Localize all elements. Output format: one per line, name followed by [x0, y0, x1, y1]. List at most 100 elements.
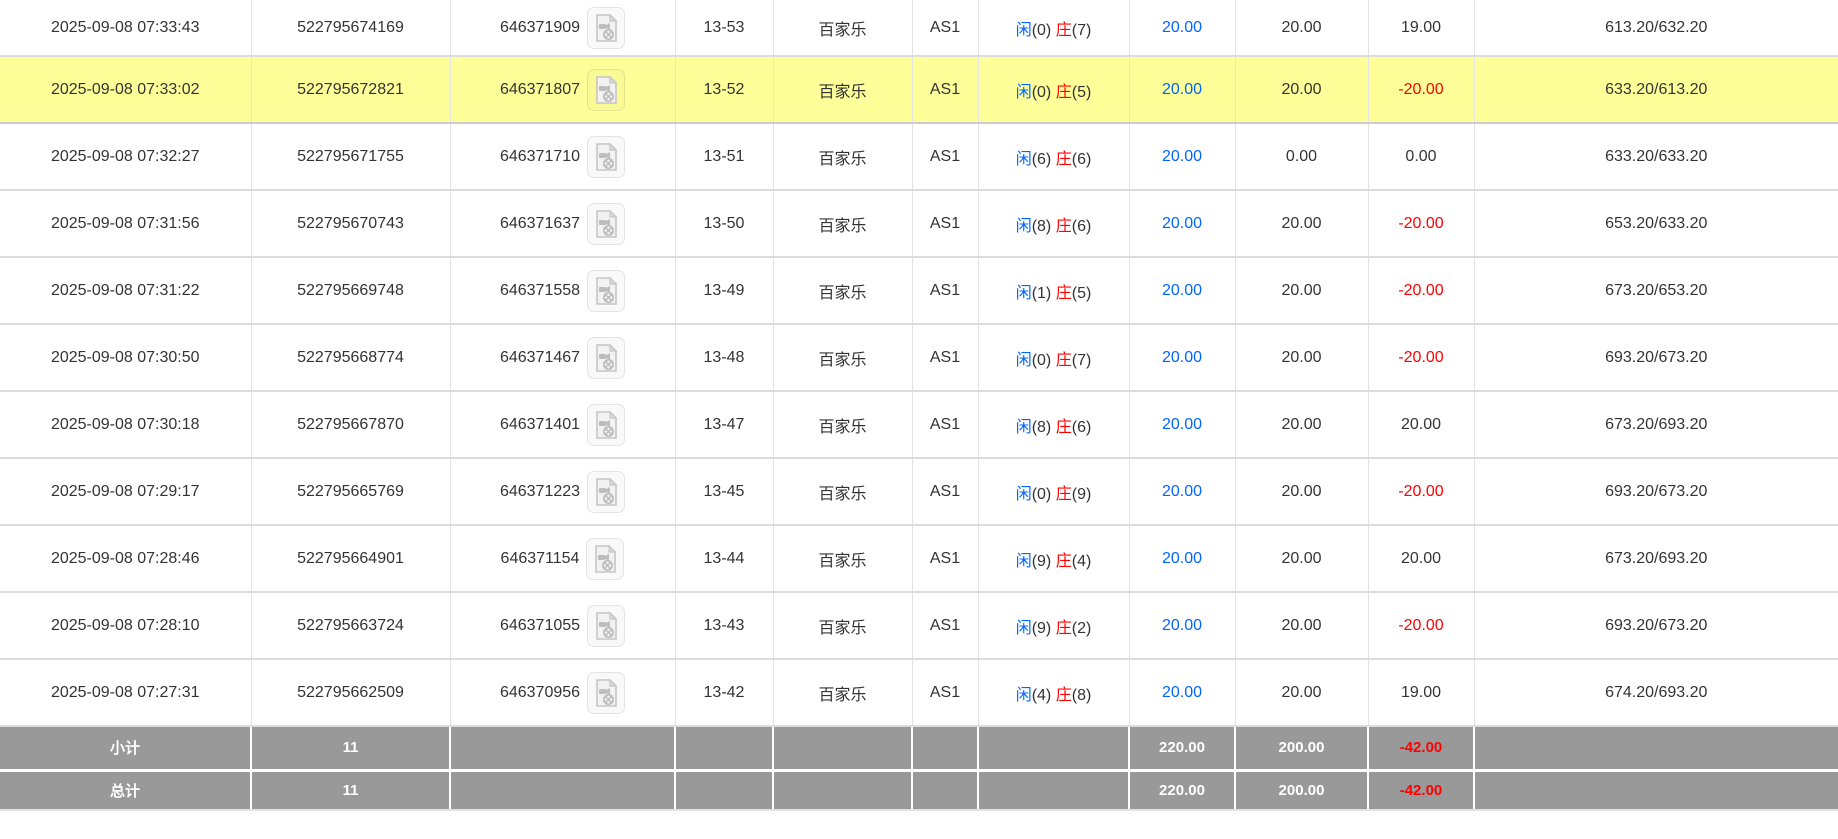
video-replay-button[interactable]: [587, 470, 626, 513]
video-replay-button[interactable]: [587, 202, 626, 245]
video-replay-button[interactable]: [587, 403, 626, 446]
summary-empty-cell: [675, 768, 774, 811]
banker-result: 庄: [1055, 21, 1072, 39]
bet-amount-cell: 20.00: [1129, 56, 1236, 124]
video-replay-button[interactable]: [587, 135, 626, 178]
game-id-cell: 646371223: [450, 458, 676, 526]
game-id-text: 646370956: [499, 683, 581, 701]
bet-records-table: 2025-09-08 07:33:43 522795674169 6463719…: [0, 0, 1838, 811]
valid-amount-cell: 20.00: [1235, 0, 1369, 57]
game-type-cell: 百家乐: [773, 324, 913, 392]
player-score: (0): [1031, 351, 1052, 369]
total-valid: 200.00: [1235, 768, 1369, 811]
bet-time-cell: 2025-09-08 07:31:22: [0, 257, 252, 325]
bet-time-cell: 2025-09-08 07:30:18: [0, 391, 252, 459]
summary-empty-cell: [978, 726, 1130, 770]
game-id-text: 646371909: [499, 18, 581, 36]
win-loss-cell: -20.00: [1368, 592, 1475, 660]
win-loss-cell: -20.00: [1368, 458, 1475, 526]
summary-empty-cell: [675, 726, 774, 770]
video-file-icon: [592, 544, 618, 574]
game-id-text: 646371637: [499, 214, 581, 232]
balance-cell: 673.20/693.20: [1474, 525, 1838, 593]
player-score: (9): [1031, 619, 1052, 637]
game-id-cell: 646371807: [450, 56, 676, 124]
video-replay-button[interactable]: [586, 537, 625, 580]
win-loss-cell: -20.00: [1368, 190, 1475, 258]
banker-score: (6): [1071, 418, 1092, 436]
round-cell: 13-52: [675, 56, 774, 124]
player-score: (8): [1031, 217, 1052, 235]
result-cell: 闲(0) 庄(5): [978, 56, 1130, 124]
game-id-cell: 646371710: [450, 123, 676, 191]
records-body: 2025-09-08 07:33:43 522795674169 6463719…: [0, 0, 1838, 727]
win-loss-cell: 20.00: [1368, 391, 1475, 459]
video-file-icon: [593, 13, 619, 43]
table-name-cell: AS1: [912, 0, 979, 57]
win-loss-cell: 19.00: [1368, 0, 1475, 57]
video-replay-button[interactable]: [587, 269, 626, 312]
banker-score: (7): [1071, 21, 1092, 39]
table-name-cell: AS1: [912, 257, 979, 325]
table-name-cell: AS1: [912, 56, 979, 124]
game-id-cell: 646371637: [450, 190, 676, 258]
balance-cell: 693.20/673.20: [1474, 324, 1838, 392]
player-result: 闲: [1015, 83, 1032, 101]
video-file-icon: [593, 209, 619, 239]
video-replay-button[interactable]: [587, 336, 626, 379]
game-type-cell: 百家乐: [773, 391, 913, 459]
summary-empty-cell: [912, 726, 979, 770]
win-loss-cell: -20.00: [1368, 324, 1475, 392]
total-win-loss: -42.00: [1368, 768, 1475, 811]
video-file-icon: [593, 611, 619, 641]
order-id-cell: 522795674169: [251, 0, 451, 57]
subtotal-win-loss: -42.00: [1368, 726, 1475, 770]
summary-empty-cell: [773, 726, 913, 770]
win-loss-cell: 20.00: [1368, 525, 1475, 593]
table-name-cell: AS1: [912, 123, 979, 191]
banker-result: 庄: [1055, 217, 1072, 235]
video-replay-button[interactable]: [587, 604, 626, 647]
game-id-cell: 646371558: [450, 257, 676, 325]
order-id-cell: 522795665769: [251, 458, 451, 526]
game-id-text: 646371558: [499, 281, 581, 299]
bet-time-cell: 2025-09-08 07:30:50: [0, 324, 252, 392]
banker-result: 庄: [1055, 351, 1072, 369]
order-id-cell: 522795662509: [251, 659, 451, 727]
subtotal-bet: 220.00: [1129, 726, 1236, 770]
table-name-cell: AS1: [912, 458, 979, 526]
video-replay-button[interactable]: [587, 671, 626, 714]
records-summary: 小计 11 220.00 200.00 -42.00 总计 11: [0, 726, 1838, 811]
video-replay-button[interactable]: [587, 68, 626, 111]
result-cell: 闲(8) 庄(6): [978, 190, 1130, 258]
player-score: (1): [1031, 284, 1052, 302]
balance-cell: 633.20/633.20: [1474, 123, 1838, 191]
video-replay-button[interactable]: [587, 6, 626, 49]
player-result: 闲: [1015, 351, 1032, 369]
table-row: 2025-09-08 07:33:43 522795674169 6463719…: [0, 0, 1838, 57]
bet-time-cell: 2025-09-08 07:31:56: [0, 190, 252, 258]
round-cell: 13-47: [675, 391, 774, 459]
bet-amount-cell: 20.00: [1129, 391, 1236, 459]
result-cell: 闲(9) 庄(2): [978, 592, 1130, 660]
game-id-cell: 646371467: [450, 324, 676, 392]
table-name-cell: AS1: [912, 659, 979, 727]
round-cell: 13-44: [675, 525, 774, 593]
bet-amount-cell: 20.00: [1129, 659, 1236, 727]
summary-empty-cell: [773, 768, 913, 811]
subtotal-label: 小计: [0, 726, 252, 770]
table-name-cell: AS1: [912, 525, 979, 593]
round-cell: 13-49: [675, 257, 774, 325]
valid-amount-cell: 20.00: [1235, 190, 1369, 258]
banker-score: (5): [1071, 83, 1092, 101]
player-score: (4): [1031, 686, 1052, 704]
subtotal-count: 11: [251, 726, 451, 770]
bet-time-cell: 2025-09-08 07:32:27: [0, 123, 252, 191]
game-id-text: 646371154: [500, 549, 580, 567]
round-cell: 13-43: [675, 592, 774, 660]
balance-cell: 673.20/653.20: [1474, 257, 1838, 325]
table-row: 2025-09-08 07:29:17 522795665769 6463712…: [0, 458, 1838, 526]
player-result: 闲: [1015, 217, 1032, 235]
game-type-cell: 百家乐: [773, 525, 913, 593]
bet-amount-cell: 20.00: [1129, 123, 1236, 191]
